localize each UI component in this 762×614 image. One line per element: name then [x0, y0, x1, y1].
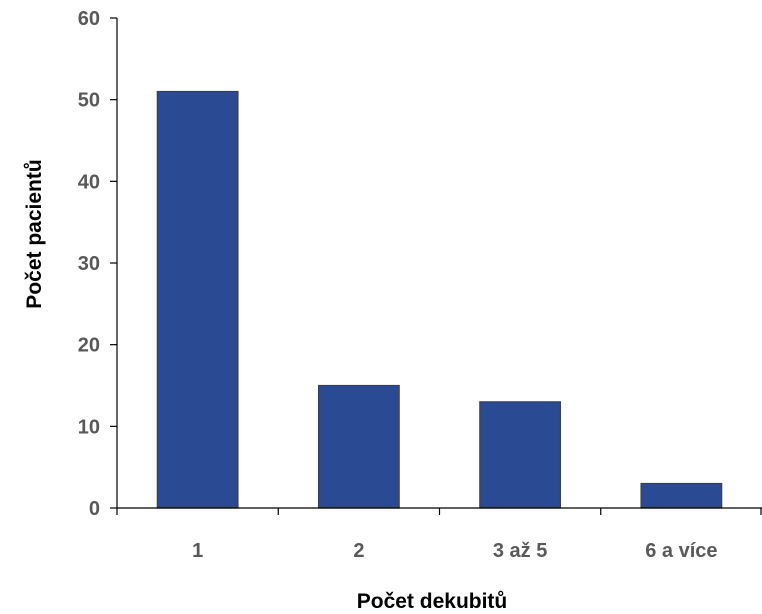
x-tick-label: 3 až 5	[493, 540, 547, 562]
y-tick-label: 0	[89, 498, 100, 520]
bars-group	[156, 90, 723, 509]
x-tick-label: 6 a více	[645, 540, 717, 562]
bar-3	[640, 482, 723, 509]
y-tick-label: 20	[78, 335, 100, 357]
bar-0	[156, 90, 239, 509]
y-tick-label: 60	[78, 8, 100, 30]
y-tick-label: 30	[78, 253, 100, 275]
y-tick-label: 40	[78, 171, 100, 193]
y-axis-title: Počet pacientů	[23, 159, 46, 308]
x-tick-label: 1	[192, 540, 203, 562]
x-axis-title: Počet dekubitů	[357, 590, 508, 613]
y-tick-label: 50	[78, 90, 100, 112]
y-tick-label: 10	[78, 416, 100, 438]
bar-2	[479, 401, 562, 509]
y-ticks-group: 0 10 20 30 40 50 60	[78, 8, 117, 520]
x-tick-label: 2	[353, 540, 364, 562]
bar-1	[317, 384, 400, 509]
x-ticks-group: 1 2 3 až 5 6 a více	[116, 508, 762, 562]
